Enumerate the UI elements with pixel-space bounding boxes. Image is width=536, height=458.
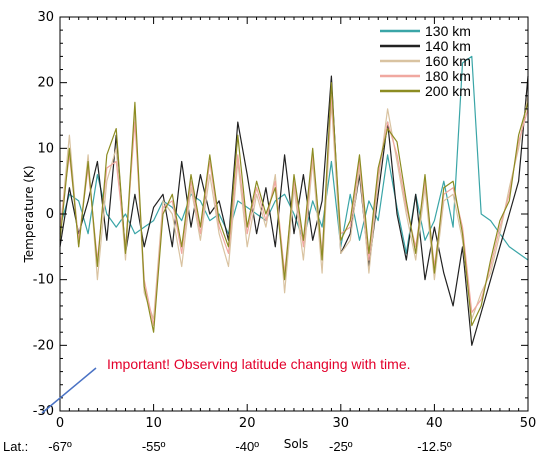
legend-label: 160 km xyxy=(425,53,471,69)
y-tick-label: -10 xyxy=(33,273,54,288)
y-tick-label: 10 xyxy=(37,141,54,156)
plot-area xyxy=(59,55,529,346)
legend-label: 200 km xyxy=(425,83,471,99)
x-axis-label: Sols xyxy=(284,437,309,451)
x-tick-label: 50 xyxy=(520,416,536,431)
annotation-text: Important! Observing latitude changing w… xyxy=(107,356,411,372)
latitude-label: Lat.: xyxy=(3,439,28,454)
x-tick-label: 30 xyxy=(333,416,350,431)
y-tick-label: 20 xyxy=(37,76,54,91)
x-tick-label: 0 xyxy=(56,416,64,431)
latitude-tick-label: -67º xyxy=(48,439,72,454)
x-tick-label: 40 xyxy=(426,416,443,431)
y-tick-label: 30 xyxy=(37,10,54,25)
series-line-140-km xyxy=(59,75,529,346)
x-tick-label: 20 xyxy=(239,416,256,431)
latitude-tick-label: -25º xyxy=(329,439,353,454)
annotation-arrow xyxy=(41,367,97,414)
latitude-row: Lat.: -67º -55º -40º -25º -12.5º xyxy=(3,439,452,454)
series-line-200-km xyxy=(59,82,529,333)
x-tick-label: 10 xyxy=(145,416,162,431)
series-line-130-km xyxy=(59,55,529,261)
legend-label: 130 km xyxy=(425,23,471,39)
legend-label: 140 km xyxy=(425,38,471,54)
latitude-tick-label: -55º xyxy=(142,439,166,454)
latitude-tick-label: -40º xyxy=(235,439,259,454)
y-tick-label: -20 xyxy=(33,338,54,353)
y-tick-label: 0 xyxy=(46,207,54,222)
legend-label: 180 km xyxy=(425,68,471,84)
annotation-group: Important! Observing latitude changing w… xyxy=(41,356,411,414)
y-axis-label: Temperature (K) xyxy=(22,165,36,263)
latitude-tick-label: -12.5º xyxy=(417,439,452,454)
